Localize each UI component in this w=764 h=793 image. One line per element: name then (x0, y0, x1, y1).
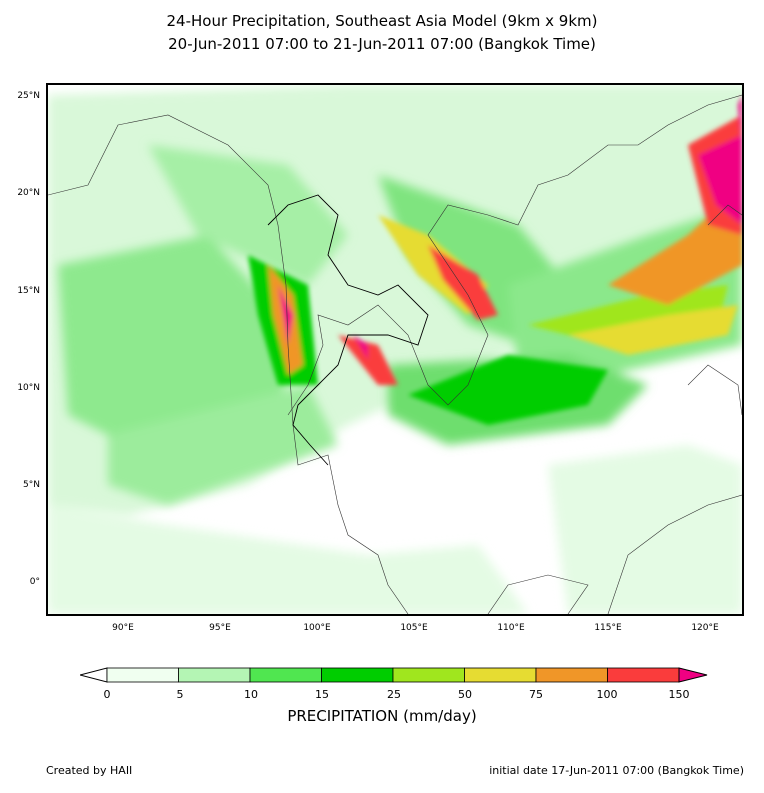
colorbar-cell (607, 667, 680, 683)
lat-label-5n: 5°N (23, 480, 40, 490)
colorbar-tick-50: 50 (458, 688, 472, 701)
precipitation-map (46, 83, 744, 616)
colorbar-tick-0: 0 (103, 688, 111, 701)
map-title-line-2: 20-Jun-2011 07:00 to 21-Jun-2011 07:00 (… (168, 35, 596, 53)
heavy-rain-bands (248, 95, 742, 425)
colorbar-tick-10: 10 (244, 688, 258, 701)
lon-label-120e: 120°E (691, 623, 719, 633)
colorbar-tick-75: 75 (529, 688, 543, 701)
lat-label-15n: 15°N (17, 286, 40, 296)
colorbar-tick-25: 25 (387, 688, 401, 701)
coastline-outlines (48, 94, 742, 614)
lat-label-25n: 25°N (17, 91, 40, 101)
initial-date-text: initial date 17-Jun-2011 07:00 (Bangkok … (489, 764, 744, 777)
thailand-border (267, 194, 429, 466)
credit-text: Created by HAII (46, 764, 133, 777)
colorbar-cell (464, 667, 537, 683)
colorbar-over-arrow (678, 667, 708, 683)
lon-label-100e: 100°E (303, 623, 331, 633)
colorbar-title: PRECIPITATION (mm/day) (287, 707, 477, 725)
map-title-line-1: 24-Hour Precipitation, Southeast Asia Mo… (166, 12, 598, 30)
colorbar-cell (321, 667, 394, 683)
colorbar-under-arrow (80, 667, 108, 683)
lon-label-105e: 105°E (400, 623, 428, 633)
lat-label-10n: 10°N (17, 383, 40, 393)
lon-label-110e: 110°E (497, 623, 525, 633)
colorbar-tick-100: 100 (596, 688, 618, 701)
colorbar-tick-150: 150 (668, 688, 690, 701)
lat-label-0: 0° (29, 577, 40, 587)
colorbar-cell (106, 667, 179, 683)
lon-label-90e: 90°E (112, 623, 134, 633)
colorbar-tick-5: 5 (176, 688, 184, 701)
lat-label-20n: 20°N (17, 188, 40, 198)
colorbar-cell (249, 667, 322, 683)
colorbar (80, 667, 708, 683)
colorbar-cell (535, 667, 608, 683)
colorbar-cell (178, 667, 251, 683)
lon-label-115e: 115°E (594, 623, 622, 633)
lon-label-95e: 95°E (209, 623, 231, 633)
colorbar-cell (392, 667, 465, 683)
precipitation-field (48, 85, 742, 614)
colorbar-tick-15: 15 (315, 688, 329, 701)
